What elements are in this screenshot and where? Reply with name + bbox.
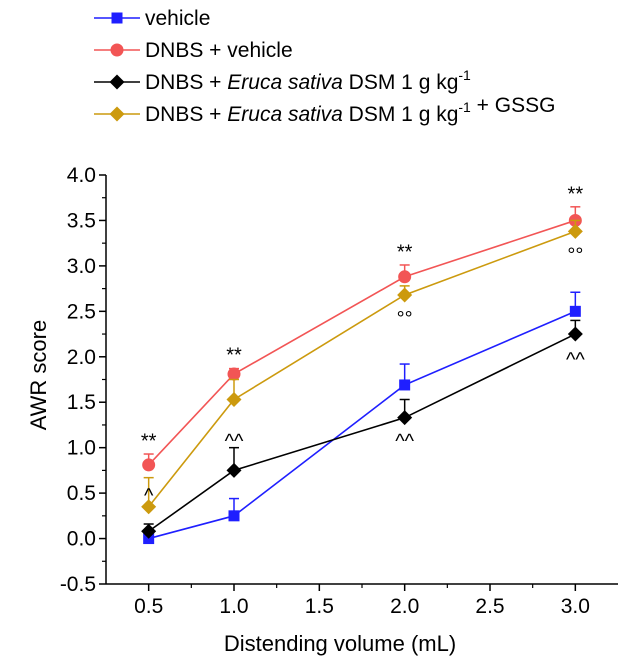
series-line: [148, 230, 576, 508]
data-point: [227, 367, 241, 381]
legend-item-1: DNBS + vehicle: [94, 39, 293, 62]
y-tick-label: 1.0: [67, 437, 96, 460]
data-point: [226, 391, 242, 407]
y-tick-label: 2.5: [67, 300, 96, 323]
x-tick-label: 1.5: [305, 595, 334, 618]
legend-marker: [109, 106, 125, 122]
legend-marker: [110, 43, 124, 57]
data-point: [399, 379, 411, 391]
legend-label: vehicle: [145, 7, 210, 30]
data-point: [141, 499, 157, 515]
series-layer: [141, 206, 583, 545]
legend-item-2: DNBS + Eruca sativa DSM 1 g kg-1: [94, 67, 471, 94]
annotation-layer: ********^^^ ^^^^°°°°: [141, 183, 585, 507]
axes: -0.5 0.0 0.5 1.0 1.5 2.0 2.5 3.0 3.5 4.0 0.5 1.0 1.5…: [60, 164, 618, 618]
x-tick-label: 2.0: [390, 595, 419, 618]
x-tick-label: 3.0: [561, 595, 590, 618]
data-point: [141, 523, 157, 539]
legend-marker: [109, 74, 125, 90]
series-1: [142, 206, 582, 472]
y-tick-label: 4.0: [67, 164, 96, 187]
legend-label: DNBS + Eruca sativa DSM 1 g kg-1 + GSSG: [145, 94, 555, 126]
y-tick-label: -0.5: [60, 573, 96, 596]
data-point: [397, 410, 413, 426]
series-line: [148, 333, 576, 532]
y-tick-label: 3.0: [67, 255, 96, 278]
y-axis-title: AWR score: [26, 320, 51, 430]
legend-marker: [111, 12, 123, 24]
data-point: [567, 223, 583, 239]
data-point: [398, 270, 412, 284]
legend-label: DNBS + Eruca sativa DSM 1 g kg-1: [145, 67, 471, 94]
y-tick-label: 3.5: [67, 209, 96, 232]
series-0: [143, 291, 581, 545]
legend-item-3: DNBS + Eruca sativa DSM 1 g kg-1 + GSSG: [94, 94, 555, 126]
y-tick-label: 0.0: [67, 528, 96, 551]
data-point: [397, 287, 413, 303]
data-point: [228, 510, 240, 522]
series-line: [148, 219, 576, 466]
y-tick-label: 2.0: [67, 346, 96, 369]
significance-mark: ^: [144, 485, 154, 507]
data-point: [569, 305, 581, 317]
legend-item-0: vehicle: [94, 7, 210, 30]
significance-mark: ^^: [225, 431, 244, 453]
data-point: [567, 326, 583, 342]
series-3: [141, 219, 583, 515]
significance-mark: **: [568, 183, 584, 205]
series-line: [148, 310, 576, 540]
y-tick-label: 0.5: [67, 482, 96, 505]
significance-mark: ^^: [566, 349, 585, 371]
significance-mark: **: [226, 344, 242, 366]
y-tick-label: 1.5: [67, 391, 96, 414]
significance-mark: **: [397, 242, 413, 264]
significance-mark: °°: [397, 308, 413, 330]
significance-mark: ^^: [395, 431, 414, 453]
legend-label: DNBS + vehicle: [145, 39, 293, 62]
series-2: [141, 319, 583, 539]
x-tick-label: 1.0: [219, 595, 248, 618]
legend: vehicle DNBS + vehicle DNBS + Eruca sativa…: [94, 7, 555, 126]
significance-mark: **: [141, 431, 157, 453]
significance-mark: °°: [567, 244, 583, 266]
data-point: [142, 458, 156, 472]
x-tick-label: 2.5: [475, 595, 504, 618]
data-point: [226, 462, 242, 478]
x-axis-title: Distending volume (mL): [224, 631, 456, 656]
x-tick-label: 0.5: [134, 595, 163, 618]
